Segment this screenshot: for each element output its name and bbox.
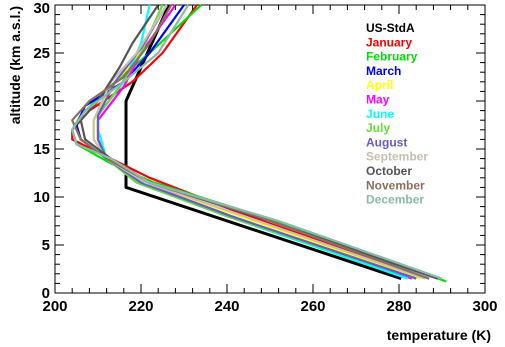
- y-tick-label: 15: [33, 141, 50, 158]
- legend-entry-october: October: [366, 164, 412, 178]
- legend-entry-june: June: [366, 107, 394, 121]
- axes: [54, 4, 486, 294]
- y-tick-label: 0: [42, 285, 50, 302]
- x-tick-label: 240: [214, 298, 239, 315]
- y-tick-label: 10: [33, 189, 50, 206]
- legend-entry-us-stda: US-StdA: [366, 21, 415, 35]
- legend: US-StdAJanuaryFebruaryMarchAprilMayJuneJ…: [366, 21, 428, 207]
- legend-entry-september: September: [366, 150, 428, 164]
- legend-entry-july: July: [366, 121, 390, 135]
- y-tick-label: 5: [42, 237, 50, 254]
- series-line-september: [92, 4, 426, 280]
- series-lines: [71, 4, 447, 283]
- series-line-december: [71, 4, 443, 280]
- legend-entry-december: December: [366, 193, 424, 207]
- legend-entry-january: January: [366, 35, 412, 49]
- legend-entry-march: March: [366, 64, 401, 78]
- x-tick-label: 200: [42, 298, 67, 315]
- x-tick-label: 260: [300, 298, 325, 315]
- legend-entry-november: November: [366, 178, 425, 192]
- y-tick-label: 30: [33, 0, 50, 17]
- legend-entry-august: August: [366, 135, 407, 149]
- legend-entry-february: February: [366, 50, 418, 64]
- y-axis-title: altitude (km a.s.l.): [7, 6, 23, 124]
- legend-entry-april: April: [366, 78, 393, 92]
- x-tick-label: 280: [386, 298, 411, 315]
- legend-entry-may: May: [366, 93, 390, 107]
- x-tick-label: 220: [128, 298, 153, 315]
- y-tick-label: 20: [33, 93, 50, 110]
- y-tick-label: 25: [33, 45, 50, 62]
- x-axis-title: temperature (K): [387, 327, 491, 343]
- x-tick-label: 300: [472, 298, 497, 315]
- tick-labels: 200 220 240 260 280 300 0 5 10 15 20 25 30: [33, 0, 497, 315]
- series-line-us-stda: [124, 4, 402, 281]
